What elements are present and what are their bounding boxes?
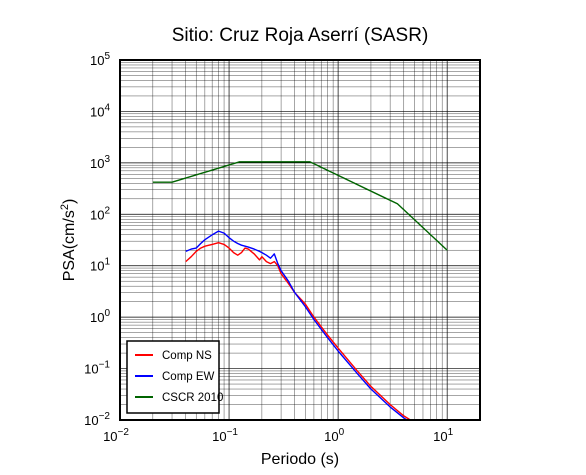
x-axis-label: Periodo (s) [261,451,339,468]
y-tick-label: 10−2 [84,411,110,428]
y-axis-label-base: PSA(cm/s [61,210,78,281]
y-tick-labels: 10−2 10−1 100 101 102 103 104 105 [84,51,110,428]
series-line-3 [152,161,448,251]
y-tick-label: 100 [90,308,110,325]
y-tick-label: 104 [90,102,110,119]
y-tick-label: 103 [90,154,110,171]
x-tick-label: 10−1 [212,427,238,444]
y-axis-label-close: ) [61,199,78,204]
grid [120,60,480,420]
x-tick-labels: 10−2 10−1 100 101 [103,427,454,444]
legend-label-3: CSCR 2010 [162,392,223,404]
legend-label-2: Comp EW [162,371,215,383]
y-axis-label: PSA(cm/s2) [59,199,78,282]
x-tick-label: 10−2 [103,427,129,444]
series-line-1 [185,241,412,420]
y-tick-label: 105 [90,51,110,68]
series-line-2 [185,230,409,420]
legend-label-1: Comp NS [162,350,212,362]
y-tick-label: 101 [90,257,110,274]
x-tick-label: 101 [433,427,453,444]
y-tick-label: 10−1 [84,360,110,377]
chart-title: Sitio: Cruz Roja Aserrí (SASR) [172,25,429,46]
legend: Comp NS Comp EW CSCR 2010 [126,340,223,414]
plot-frame [119,59,481,421]
x-tick-label: 100 [324,427,344,444]
series-lines [152,161,448,420]
y-tick-label: 102 [90,205,110,222]
y-axis-label-sup: 2 [59,204,71,210]
